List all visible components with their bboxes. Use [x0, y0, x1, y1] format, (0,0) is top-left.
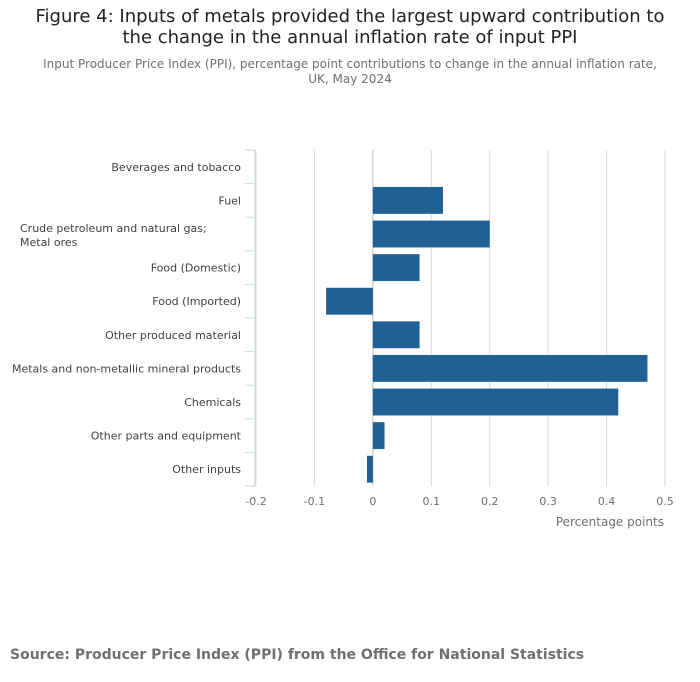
bar	[372, 422, 385, 450]
x-axis-ticks: -0.2 -0.1 0 0.1 0.2 0.3 0.4 0.5	[245, 495, 673, 508]
bars	[326, 186, 648, 483]
category-label: Other produced material	[105, 329, 241, 342]
x-tick-label: 0.1	[423, 495, 441, 508]
category-label: Other inputs	[172, 463, 241, 476]
chart-subtitle: Input Producer Price Index (PPI), percen…	[43, 57, 657, 86]
x-tick-label: -0.2	[245, 495, 266, 508]
category-label: Crude petroleum and natural gas; Metal or…	[20, 222, 207, 249]
bar	[372, 254, 420, 282]
category-labels: Beverages and tobacco Fuel Crude petroleum…	[12, 161, 242, 476]
x-tick-label: -0.1	[304, 495, 325, 508]
bar	[326, 287, 373, 315]
bar	[372, 354, 648, 382]
bar	[372, 186, 443, 214]
x-axis-title: Percentage points	[556, 515, 664, 529]
category-label: Other parts and equipment	[91, 430, 242, 443]
x-tick-label: 0.2	[481, 495, 499, 508]
category-label: Beverages and tobacco	[111, 161, 241, 174]
category-label: Food (Imported)	[152, 295, 241, 308]
category-label: Metals and non-metallic mineral products	[12, 362, 241, 375]
bar-chart: Beverages and tobacco Fuel Crude petroleum…	[12, 149, 674, 529]
category-label: Chemicals	[184, 396, 241, 409]
category-label: Food (Domestic)	[151, 262, 241, 275]
x-tick-label: 0.5	[656, 495, 674, 508]
bar	[367, 455, 373, 483]
bar	[372, 220, 490, 248]
category-label: Fuel	[218, 194, 241, 207]
x-tick-label: 0	[369, 495, 376, 508]
gridlines	[255, 150, 666, 486]
bar	[372, 321, 420, 349]
source-note: Source: Producer Price Index (PPI) from …	[10, 647, 585, 663]
category-axis	[245, 149, 256, 487]
bar	[372, 388, 619, 416]
x-tick-label: 0.3	[539, 495, 557, 508]
x-tick-label: 0.4	[598, 495, 616, 508]
chart-title: Figure 4: Inputs of metals provided the …	[35, 6, 665, 48]
